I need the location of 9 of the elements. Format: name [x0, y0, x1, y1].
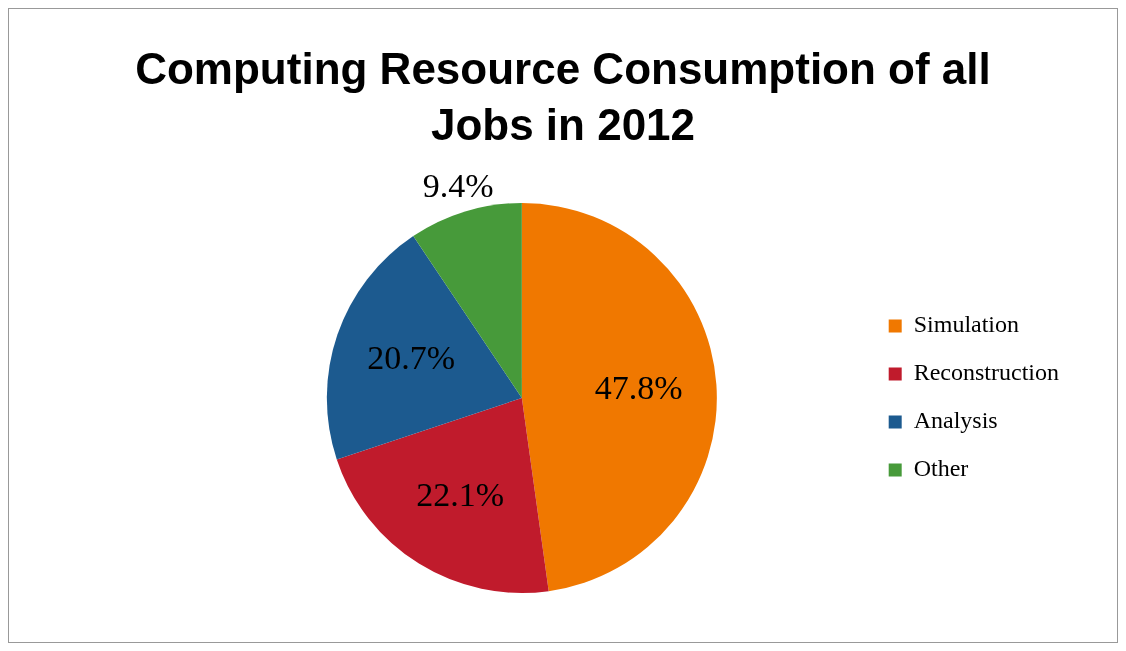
data-label: 9.4% [422, 167, 494, 205]
data-label: 20.7% [367, 339, 456, 377]
legend-label: Reconstruction [913, 359, 1060, 386]
data-label: 22.1% [416, 476, 505, 514]
chart-title: Computing Resource Consumption of all Jobs in 2012 [134, 43, 992, 151]
legend-label: Analysis [913, 407, 998, 434]
legend-label: Other [913, 455, 969, 482]
data-label: 47.8% [594, 368, 683, 406]
legend-label: Simulation [913, 311, 1020, 338]
